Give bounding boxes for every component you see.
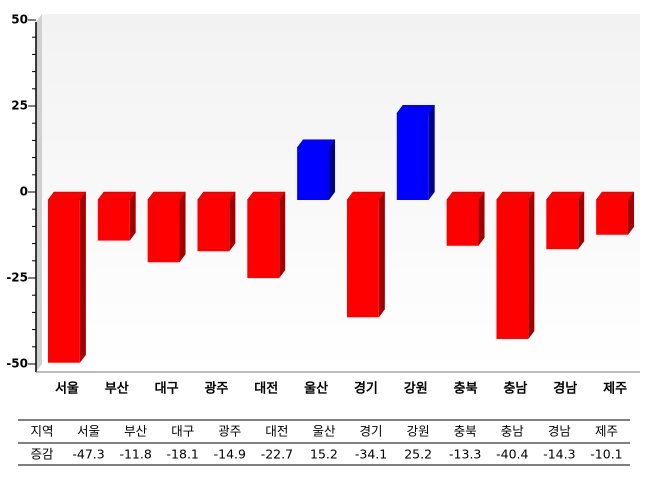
table-header: 충북 [454,424,477,439]
table-value: -40.4 [496,447,528,462]
bar-side [79,192,86,363]
table-value: -22.7 [261,447,293,462]
bar-top [47,191,87,201]
bar-top [545,191,585,201]
plot-background [42,14,640,370]
table-value: -34.1 [355,447,387,462]
bar-top [595,191,635,201]
bar-side [378,192,385,318]
bar-side [528,192,535,339]
bar [97,200,130,241]
x-tick-label: 서울 [55,381,79,397]
table-value: 15.2 [310,447,338,462]
bar-top [147,191,187,201]
bar [396,113,429,200]
bar [147,200,180,263]
table-header: 경기 [360,424,383,439]
table-header: 광주 [218,424,241,439]
table-row-label: 증감 [30,447,54,462]
x-tick-label: 울산 [304,381,328,397]
table-value: 25.2 [404,447,432,462]
bar-side [279,192,286,279]
x-tick-label: 부산 [105,381,129,397]
bar-side [179,192,186,263]
bar [197,200,230,252]
bar-side [578,192,585,250]
bar-top [246,191,286,201]
bar-top [446,191,486,201]
table-value: -13.3 [449,447,481,462]
bar-side [329,139,336,200]
y-tick-label: 25 [11,99,28,113]
bar-side [428,105,435,200]
bar-side [478,192,485,246]
bar [247,200,280,279]
table-value: -10.1 [590,447,622,462]
bar [446,200,479,246]
x-tick-label: 경기 [354,381,378,397]
bar-side [628,192,635,235]
bar-top [97,191,137,201]
table-header: 울산 [312,424,336,439]
table-header: 부산 [124,424,148,439]
x-tick-label: 충북 [454,381,478,397]
table-value: -18.1 [167,447,199,462]
bar [346,200,379,318]
bar [496,200,529,339]
y-tick-label: 50 [11,13,28,27]
y-tick-label: 0 [20,185,28,199]
table-header: 충남 [501,424,525,439]
table-header: 강원 [407,424,430,439]
y-tick-label: -25 [6,271,28,285]
bar-top [296,139,336,148]
x-tick-label: 대구 [155,382,179,397]
bar-top [495,191,535,201]
bar [297,147,330,200]
bar-side [229,192,236,252]
bar [546,200,579,250]
x-tick-label: 대전 [254,381,278,397]
bar-top [396,105,436,114]
table-value: -47.3 [72,447,104,462]
x-tick-label: 광주 [204,382,228,397]
bar [47,200,80,363]
table-value: -14.9 [214,447,246,462]
table-header: 대전 [265,424,288,439]
x-tick-label: 충남 [503,381,527,397]
x-tick-label: 경남 [553,381,577,397]
table-header: 대구 [171,424,194,439]
bar [596,200,629,235]
table-value: -14.3 [543,447,575,462]
table-header: 제주 [595,424,618,439]
x-tick-label: 강원 [404,381,428,397]
bar-side [129,192,136,241]
bar-top [196,191,236,201]
table-header: 경남 [548,424,572,439]
table-header: 서울 [77,424,100,439]
table-row-label: 지역 [30,424,53,439]
side-wall [36,14,42,372]
y-tick-label: -50 [6,357,28,371]
table-value: -11.8 [119,447,151,462]
x-tick-label: 제주 [603,382,627,397]
bar-top [346,191,386,201]
